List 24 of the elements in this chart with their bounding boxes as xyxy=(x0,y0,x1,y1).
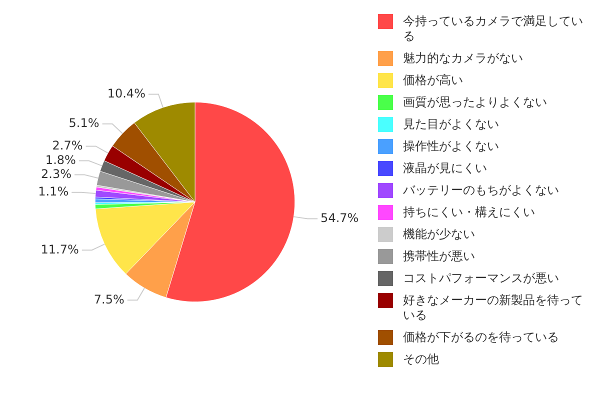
data-label: 5.1% xyxy=(68,116,100,130)
data-label: 2.7% xyxy=(52,138,83,152)
legend-label: 画質が思ったよりよくない xyxy=(403,95,547,110)
legend-label: バッテリーのもちがよくない xyxy=(403,183,559,198)
legend-label: コストパフォーマンスが悪い xyxy=(403,271,559,286)
legend-label: 液晶が見にくい xyxy=(403,161,487,176)
data-label: 1.8% xyxy=(45,152,76,167)
data-label: 10.4% xyxy=(107,86,146,100)
legend-label: 機能が少ない xyxy=(403,227,475,242)
legend-label: 価格が下がるのを待っている xyxy=(403,330,559,345)
legend-label: 操作性がよくない xyxy=(403,139,499,154)
legend-label: 価格が高い xyxy=(403,73,463,88)
legend-label: 好きなメーカーの新製品を待っている xyxy=(403,293,584,323)
data-label: 54.7% xyxy=(320,210,359,225)
legend-label: 魅力的なカメラがない xyxy=(403,51,523,66)
legend-label: その他 xyxy=(403,352,439,367)
data-label: 2.3% xyxy=(41,166,72,181)
legend-label: 見た目がよくない xyxy=(403,117,499,132)
data-label: 7.5% xyxy=(94,292,124,306)
legend-label: 持ちにくい・構えにくい xyxy=(403,205,535,220)
data-label: 1.1% xyxy=(38,184,69,198)
legend-label: 携帯性が悪い xyxy=(403,249,475,264)
legend-label: 今持っているカメラで満足している xyxy=(403,14,584,44)
data-label: 11.7% xyxy=(40,242,79,256)
